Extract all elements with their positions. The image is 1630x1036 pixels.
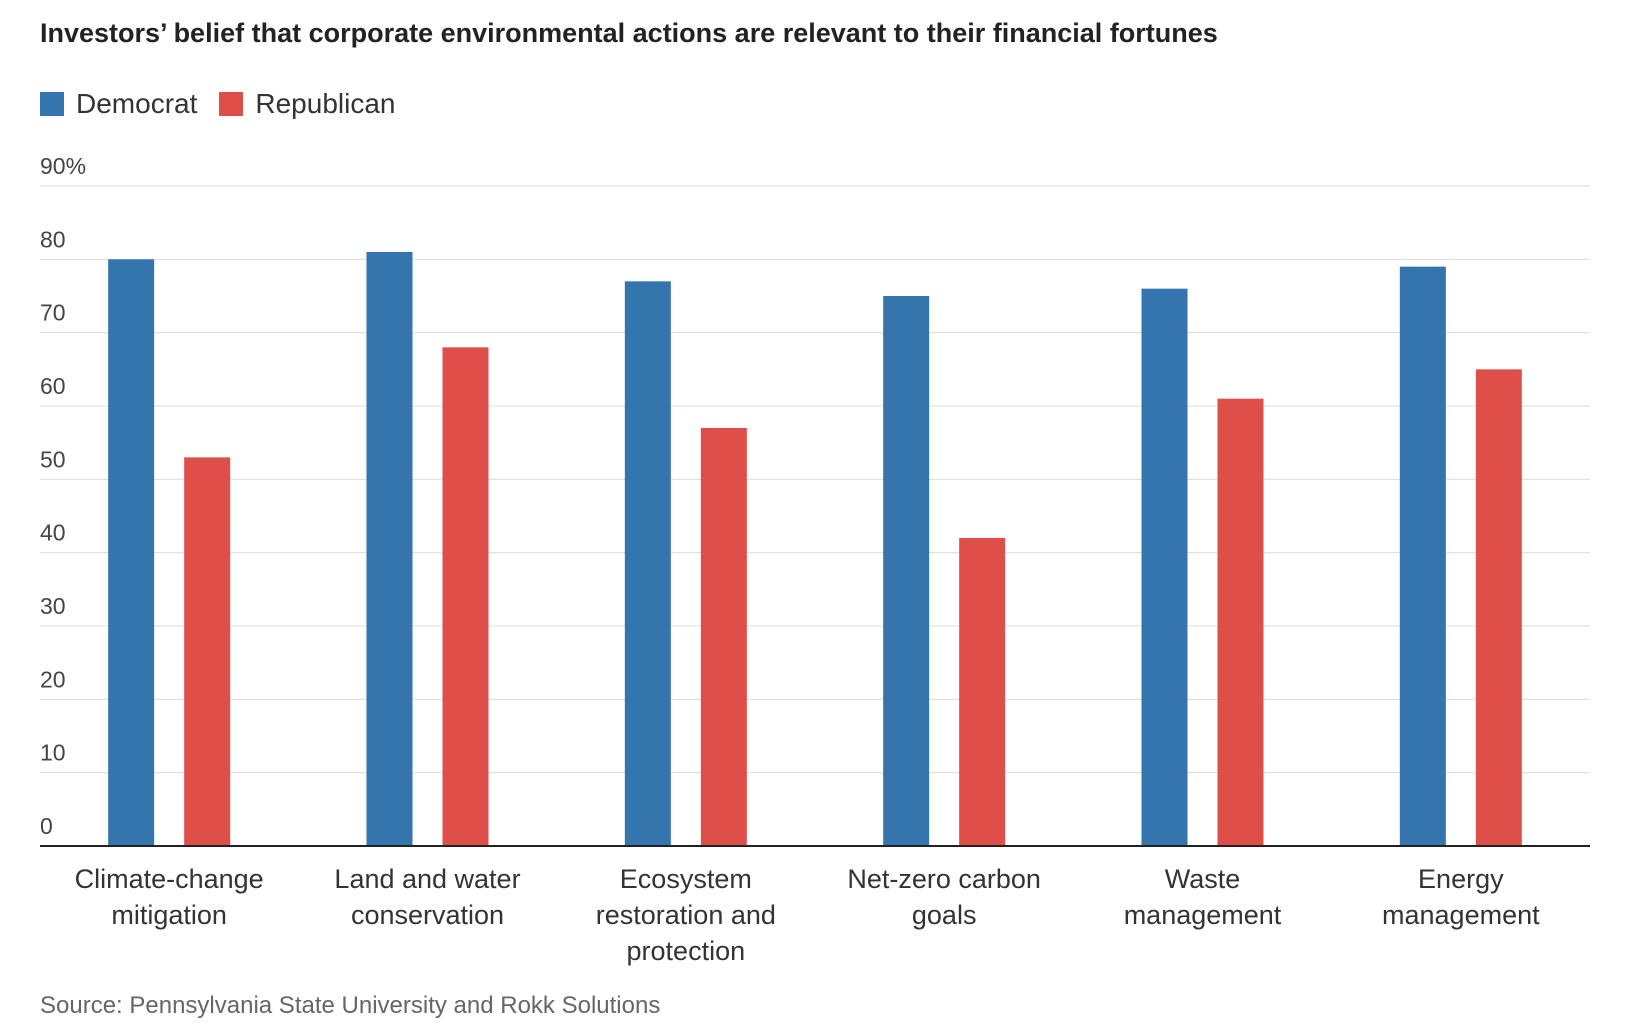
x-axis-category-labels: Climate-change mitigation Land and water co…: [75, 864, 1541, 966]
bar-democrat-1: [366, 252, 413, 846]
bar-republican-3: [959, 538, 1006, 846]
y-tick-label-50: 50: [40, 446, 66, 472]
x-category-label-4: Waste management: [1124, 864, 1282, 930]
bar-republican-1: [442, 347, 489, 846]
y-tick-label-20: 20: [40, 666, 66, 692]
legend-item-republican: Republican: [219, 88, 395, 120]
bar-democrat-2: [624, 281, 671, 846]
y-tick-label-60: 60: [40, 373, 66, 399]
bar-republican-4: [1217, 398, 1264, 846]
legend-swatch-democrat: [40, 92, 64, 116]
legend-label-republican: Republican: [255, 88, 396, 119]
x-category-label-line: mitigation: [111, 900, 227, 930]
bar-democrat-4: [1141, 288, 1188, 847]
bar-republican-0: [184, 457, 231, 846]
x-category-label-0: Climate-change mitigation: [75, 864, 264, 930]
bars: [108, 252, 1522, 847]
x-category-label-line: Waste: [1165, 864, 1241, 894]
y-tick-label-0: 0: [40, 813, 53, 839]
bar-republican-2: [700, 428, 747, 846]
y-axis-tick-labels: 0 10 20 30 40 50 60 70 80 90%: [40, 153, 86, 839]
x-category-label-line: management: [1382, 900, 1540, 930]
chart-title: Investors’ belief that corporate environ…: [40, 18, 1218, 48]
x-category-label-line: goals: [912, 900, 977, 930]
x-category-label-line: Energy: [1418, 864, 1504, 894]
legend: Democrat Republican: [40, 88, 417, 120]
legend-item-democrat: Democrat: [40, 88, 197, 120]
y-tick-label-40: 40: [40, 520, 66, 546]
x-category-label-3: Net-zero carbon goals: [847, 864, 1041, 930]
x-category-label-line: protection: [627, 936, 746, 966]
bar-democrat-0: [108, 259, 155, 846]
x-category-label-line: Net-zero carbon: [847, 864, 1041, 894]
gridlines: [40, 185, 1590, 774]
y-tick-label-30: 30: [40, 593, 66, 619]
legend-label-democrat: Democrat: [76, 88, 198, 119]
bar-democrat-3: [883, 296, 930, 846]
x-category-label-line: restoration and: [596, 900, 776, 930]
x-category-label-line: Land and water: [334, 864, 520, 894]
x-category-label-1: Land and water conservation: [334, 864, 520, 930]
x-category-label-line: management: [1124, 900, 1282, 930]
x-category-label-line: Ecosystem: [620, 864, 752, 894]
y-tick-label-70: 70: [40, 300, 66, 326]
source-note: Source: Pennsylvania State University an…: [40, 992, 661, 1019]
x-category-label-2: Ecosystem restoration and protection: [596, 864, 776, 966]
bar-democrat-5: [1399, 266, 1446, 847]
y-tick-label-10: 10: [40, 740, 66, 766]
x-category-label-line: Climate-change: [75, 864, 264, 894]
legend-swatch-republican: [219, 92, 244, 116]
bar-republican-5: [1475, 369, 1522, 846]
y-tick-label-90: 90%: [40, 153, 86, 179]
x-category-label-5: Energy management: [1382, 864, 1540, 930]
x-category-label-line: conservation: [351, 900, 504, 930]
y-tick-label-80: 80: [40, 226, 66, 252]
